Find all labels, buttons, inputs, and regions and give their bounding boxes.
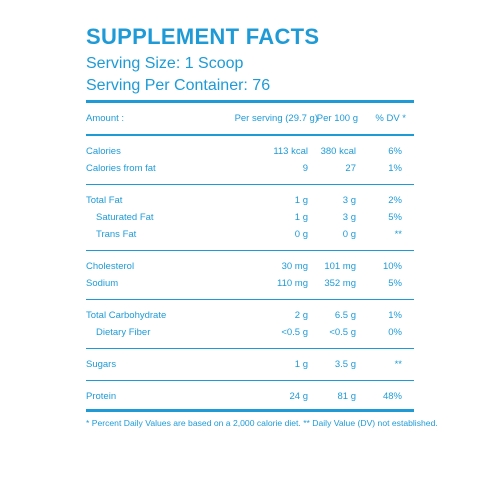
- row-dv: 1%: [388, 163, 402, 174]
- row-dv: 48%: [382, 391, 402, 402]
- row-per-serving: 24 g: [289, 391, 309, 402]
- row-name: Calories: [86, 146, 121, 157]
- section-rule: [86, 299, 414, 300]
- row-per-100g: 352 mg: [324, 278, 356, 289]
- table-row: Calories 113 kcal 380 kcal 6%: [86, 144, 414, 160]
- row-dv: 2%: [388, 195, 402, 206]
- row-per-100g: 101 mg: [324, 261, 356, 272]
- row-per-serving: 113 kcal: [273, 146, 308, 157]
- row-per-100g: 3.5 g: [334, 359, 356, 370]
- column-header-per-100g: Per 100 g: [316, 113, 358, 124]
- row-dv: **: [394, 359, 402, 370]
- row-dv: 1%: [388, 310, 402, 321]
- servings-per-container: Serving Per Container: 76: [86, 77, 271, 94]
- row-dv: 5%: [388, 212, 402, 223]
- bottom-thick-rule: [86, 409, 414, 412]
- row-per-100g: 6.5 g: [334, 310, 356, 321]
- table-row: Saturated Fat 1 g 3 g 5%: [86, 210, 414, 226]
- section-rule: [86, 250, 414, 251]
- row-name: Sodium: [86, 278, 119, 289]
- footnote: * Percent Daily Values are based on a 2,…: [86, 418, 438, 428]
- row-per-100g: 380 kcal: [320, 146, 356, 157]
- column-header-amount: Amount :: [86, 113, 125, 124]
- row-name: Trans Fat: [96, 229, 137, 240]
- row-per-serving: 1 g: [294, 212, 308, 223]
- row-dv: **: [394, 229, 402, 240]
- row-per-100g: 3 g: [342, 195, 356, 206]
- row-dv: 6%: [388, 146, 402, 157]
- row-name: Saturated Fat: [96, 212, 154, 223]
- table-header-row: Amount : Per serving (29.7 g) Per 100 g …: [86, 111, 414, 127]
- row-per-serving: 1 g: [294, 195, 308, 206]
- row-per-serving: 2 g: [294, 310, 308, 321]
- row-per-serving: <0.5 g: [281, 327, 308, 338]
- table-row: Protein 24 g 81 g 48%: [86, 389, 414, 405]
- table-row: Calories from fat 9 27 1%: [86, 161, 414, 177]
- section-rule: [86, 348, 414, 349]
- row-per-100g: 0 g: [342, 229, 356, 240]
- table-row: Sodium 110 mg 352 mg 5%: [86, 276, 414, 292]
- table-row: Cholesterol 30 mg 101 mg 10%: [86, 259, 414, 275]
- row-dv: 10%: [382, 261, 402, 272]
- row-per-100g: 81 g: [337, 391, 357, 402]
- row-per-100g: 27: [345, 163, 356, 174]
- section-rule: [86, 380, 414, 381]
- table-row: Trans Fat 0 g 0 g **: [86, 227, 414, 243]
- row-per-serving: 0 g: [294, 229, 308, 240]
- page-title: SUPPLEMENT FACTS: [86, 24, 320, 49]
- serving-size: Serving Size: 1 Scoop: [86, 55, 244, 72]
- header-rule: [86, 134, 414, 136]
- row-dv: 5%: [388, 278, 402, 289]
- row-name: Total Fat: [86, 195, 123, 206]
- row-per-serving: 110 mg: [277, 278, 308, 289]
- row-name: Dietary Fiber: [96, 327, 151, 338]
- table-row: Dietary Fiber <0.5 g <0.5 g 0%: [86, 325, 414, 341]
- table-row: Sugars 1 g 3.5 g **: [86, 357, 414, 373]
- top-thick-rule: [86, 100, 414, 103]
- row-name: Total Carbohydrate: [86, 310, 167, 321]
- table-row: Total Carbohydrate 2 g 6.5 g 1%: [86, 308, 414, 324]
- column-header-per-serving: Per serving (29.7 g): [234, 113, 318, 124]
- row-per-serving: 1 g: [294, 359, 308, 370]
- row-per-serving: 30 mg: [281, 261, 308, 272]
- row-name: Calories from fat: [86, 163, 156, 174]
- row-name: Sugars: [86, 359, 117, 370]
- row-per-100g: <0.5 g: [329, 327, 356, 338]
- row-per-100g: 3 g: [342, 212, 356, 223]
- table-row: Total Fat 1 g 3 g 2%: [86, 193, 414, 209]
- row-name: Protein: [86, 391, 117, 402]
- column-header-dv: % DV *: [375, 113, 406, 124]
- row-dv: 0%: [388, 327, 402, 338]
- row-per-serving: 9: [302, 163, 308, 174]
- row-name: Cholesterol: [86, 261, 135, 272]
- section-rule: [86, 184, 414, 185]
